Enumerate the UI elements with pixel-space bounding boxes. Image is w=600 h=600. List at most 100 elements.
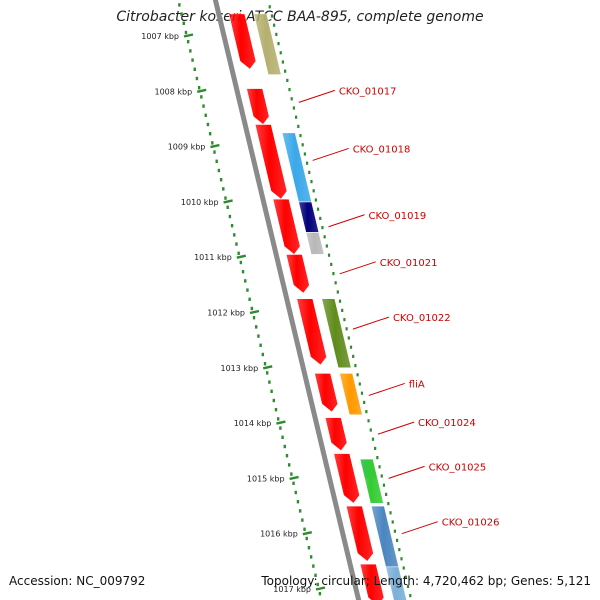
- outer-dot: [345, 327, 348, 331]
- outer-dot: [290, 97, 293, 101]
- outer-dot: [323, 235, 326, 239]
- outer-dot: [336, 290, 339, 294]
- gene-label: fliA: [409, 379, 425, 390]
- scale-tick-label: 1017 kbp: [273, 585, 311, 594]
- scale-tick-label: 1015 kbp: [247, 474, 285, 483]
- scale-dot: [197, 86, 201, 90]
- scale-dot: [255, 325, 258, 329]
- gene-label: CKO_01018: [353, 144, 411, 155]
- outer-dot: [385, 492, 388, 496]
- scale-dot: [301, 518, 304, 522]
- cog-gene-band: [385, 566, 407, 600]
- backbone-line: [212, 0, 362, 600]
- scale-dot: [266, 371, 269, 375]
- cog-gene-band: [298, 201, 320, 233]
- outer-dot: [371, 437, 375, 441]
- outer-dot: [363, 400, 366, 404]
- scale-dot: [178, 3, 181, 7]
- scale-dot: [303, 527, 306, 531]
- outer-dot: [352, 354, 355, 358]
- forward-gene-arrow: [333, 453, 360, 504]
- scale-dot: [200, 95, 203, 99]
- scale-dot: [257, 334, 260, 338]
- outer-dot: [393, 529, 397, 533]
- map-title: Citrobacter koseri ATCC BAA-895, complet…: [116, 9, 484, 25]
- scale-dot: [309, 555, 313, 559]
- scale-tick-label: 1008 kbp: [154, 87, 192, 96]
- outer-dot: [312, 189, 315, 193]
- scale-tick-label: 1016 kbp: [260, 530, 298, 539]
- scale-tick-label: 1013 kbp: [220, 364, 258, 373]
- gene-label-leader: [312, 147, 349, 161]
- outer-dot: [330, 262, 333, 266]
- cog-genes: [253, 13, 407, 600]
- outer-dot: [389, 511, 392, 515]
- outer-dot: [343, 318, 346, 322]
- outer-dot: [347, 336, 350, 340]
- scale-dot: [246, 288, 249, 292]
- scale-dot: [202, 104, 205, 108]
- scale-dot: [259, 343, 262, 347]
- outer-dot: [288, 88, 291, 92]
- forward-gene-arrow: [296, 298, 327, 366]
- scale-dot: [307, 546, 311, 550]
- forward-gene-arrow: [345, 505, 374, 562]
- scale-dot: [219, 178, 223, 182]
- scale-tick-label: 1007 kbp: [141, 32, 179, 41]
- scale-dot: [237, 251, 240, 255]
- scale-dot: [316, 582, 319, 587]
- scale-tick-label: 1010 kbp: [181, 198, 219, 207]
- scale-dot: [263, 362, 267, 366]
- outer-dot: [396, 538, 399, 542]
- scale-dot: [292, 481, 295, 485]
- scale-dots: [178, 3, 322, 596]
- outer-dot: [409, 594, 412, 598]
- scale-tick-mark: [276, 420, 286, 425]
- gene-label-leader: [328, 214, 365, 228]
- outer-dot: [400, 557, 403, 561]
- forward-gene-arrow: [272, 198, 301, 255]
- outer-dot: [286, 78, 289, 82]
- gene-label: CKO_01021: [380, 258, 438, 269]
- scale-dot: [211, 141, 214, 145]
- scale-dot: [270, 389, 273, 393]
- scale-dot: [305, 536, 308, 541]
- scale-dot: [314, 573, 317, 577]
- outer-dot: [398, 548, 401, 552]
- scale-dot: [274, 408, 278, 412]
- outer-dot: [301, 143, 304, 147]
- outer-dot: [406, 584, 410, 588]
- scale-dot: [215, 159, 218, 163]
- forward-gene-arrow: [246, 88, 270, 125]
- scale-dot: [193, 67, 196, 71]
- scale-dot: [195, 76, 199, 81]
- outer-dot: [325, 244, 328, 248]
- scale-dot: [272, 398, 275, 403]
- outer-dot: [277, 42, 280, 46]
- scale-dot: [228, 214, 232, 219]
- scale-dot: [283, 444, 286, 449]
- scale-dot: [312, 564, 315, 568]
- scale-dot: [290, 472, 293, 476]
- genome-summary: Topology: circular; Length: 4,720,462 bp…: [261, 574, 591, 588]
- scale-dot: [252, 316, 256, 320]
- outer-dot: [387, 502, 390, 506]
- scale-tick-mark: [236, 254, 247, 259]
- scale-dot: [294, 490, 297, 495]
- outer-dot: [391, 520, 394, 524]
- outer-dot: [297, 124, 300, 128]
- outer-dot: [268, 5, 271, 9]
- forward-gene-arrow: [324, 417, 348, 452]
- outer-dot: [305, 161, 309, 165]
- outer-dot: [281, 60, 285, 64]
- scale-tick-mark: [196, 88, 207, 93]
- outer-dot: [273, 23, 276, 27]
- outer-dot: [404, 575, 408, 579]
- outer-dot: [376, 456, 379, 460]
- scale-tick-mark: [210, 143, 220, 149]
- scale-dot: [226, 205, 229, 209]
- scale-dot: [180, 12, 183, 16]
- cog-gene-band: [370, 505, 400, 568]
- cog-gene-band: [339, 373, 363, 416]
